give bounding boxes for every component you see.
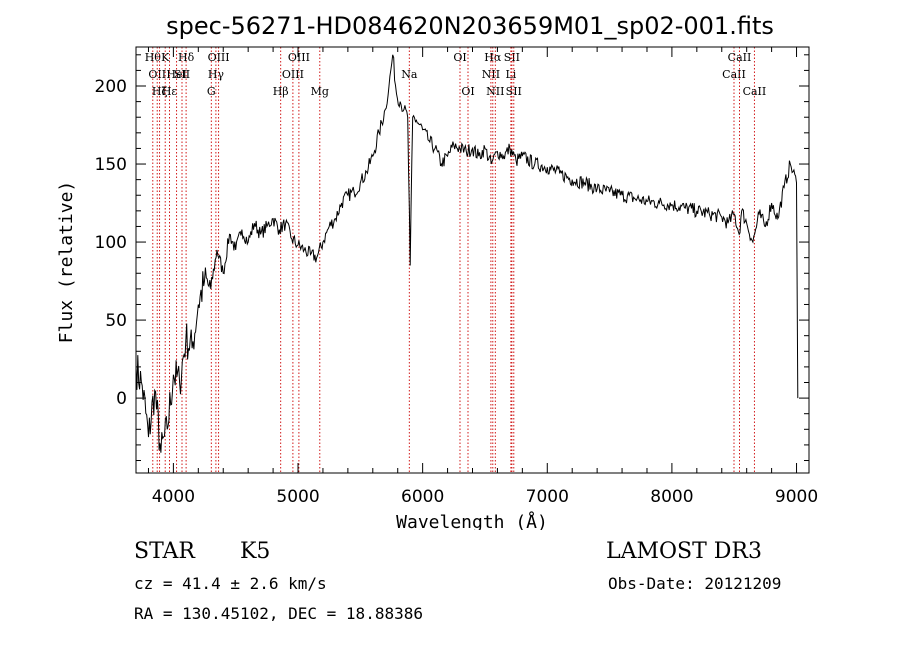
line-marker-label: SII xyxy=(506,85,522,98)
line-marker-label: Hθ xyxy=(145,51,162,64)
line-marker-label: Hζ xyxy=(152,85,168,98)
spectrum-line xyxy=(136,54,799,453)
line-marker-label: OI xyxy=(461,85,474,98)
cz-value: cz = 41.4 ± 2.6 km/s xyxy=(134,574,327,593)
line-marker-label: SII xyxy=(504,51,520,64)
x-tick-label: 7000 xyxy=(526,487,569,507)
survey-name: LAMOST DR3 xyxy=(606,539,762,564)
line-marker-label: CaII xyxy=(743,85,767,98)
y-tick-label: 50 xyxy=(105,311,127,331)
line-marker-label: K xyxy=(161,51,170,64)
y-tick-label: 150 xyxy=(95,155,127,175)
x-tick-label: 6000 xyxy=(401,487,444,507)
line-marker-label: OII xyxy=(148,68,166,81)
obs-date: Obs-Date: 20121209 xyxy=(608,574,782,593)
line-marker-label: Li xyxy=(505,68,516,81)
y-tick-label: 0 xyxy=(116,389,127,409)
line-marker-label: CaII xyxy=(722,68,746,81)
line-marker-label: SII xyxy=(174,68,190,81)
line-marker-label: Hδ xyxy=(178,51,195,64)
line-marker-label: Mg xyxy=(311,85,329,98)
plot-frame xyxy=(135,46,810,474)
ra-dec: RA = 130.45102, DEC = 18.88386 xyxy=(134,604,423,623)
line-marker-label: OIII xyxy=(288,51,310,64)
x-tick-label: 5000 xyxy=(276,487,319,507)
y-tick-label: 200 xyxy=(95,77,127,97)
line-marker-label: Hε xyxy=(162,85,178,98)
line-marker-label: Hβ xyxy=(273,85,289,98)
x-axis: 4000 5000 6000 7000 8000 9000 xyxy=(147,47,818,507)
line-marker-label: Na xyxy=(401,68,418,81)
spectral-subclass: K5 xyxy=(240,539,271,564)
line-marker-label: CaII xyxy=(728,51,752,64)
line-markers-layer: HθOIIHζKHεHeISIIHδGHγOIIIHβOIIIOIIIMgNaO… xyxy=(145,47,767,473)
y-axis: 0 50 100 150 200 xyxy=(95,54,809,462)
x-axis-label: Wavelength (Å) xyxy=(396,511,548,530)
line-marker-label: NII xyxy=(482,68,500,81)
line-marker-label: NII xyxy=(486,85,504,98)
x-tick-label: 9000 xyxy=(775,487,818,507)
x-tick-label: 8000 xyxy=(650,487,693,507)
line-marker-label: Hγ xyxy=(208,68,225,81)
x-tick-label: 4000 xyxy=(152,487,195,507)
spectrum-chart: spec-56271-HD084620N203659M01_sp02-001.f… xyxy=(56,12,818,530)
line-marker-label: OI xyxy=(453,51,466,64)
line-marker-label: HeI xyxy=(166,68,186,81)
spectral-class: STAR xyxy=(134,539,195,564)
line-marker-label: OIII xyxy=(208,51,230,64)
chart-title: spec-56271-HD084620N203659M01_sp02-001.f… xyxy=(166,12,774,40)
line-marker-label: G xyxy=(207,85,216,98)
y-axis-label: Flux (relative) xyxy=(56,181,77,344)
line-marker-label: OIII xyxy=(282,68,304,81)
line-marker-label: Hα xyxy=(484,51,502,64)
y-tick-label: 100 xyxy=(95,233,127,253)
